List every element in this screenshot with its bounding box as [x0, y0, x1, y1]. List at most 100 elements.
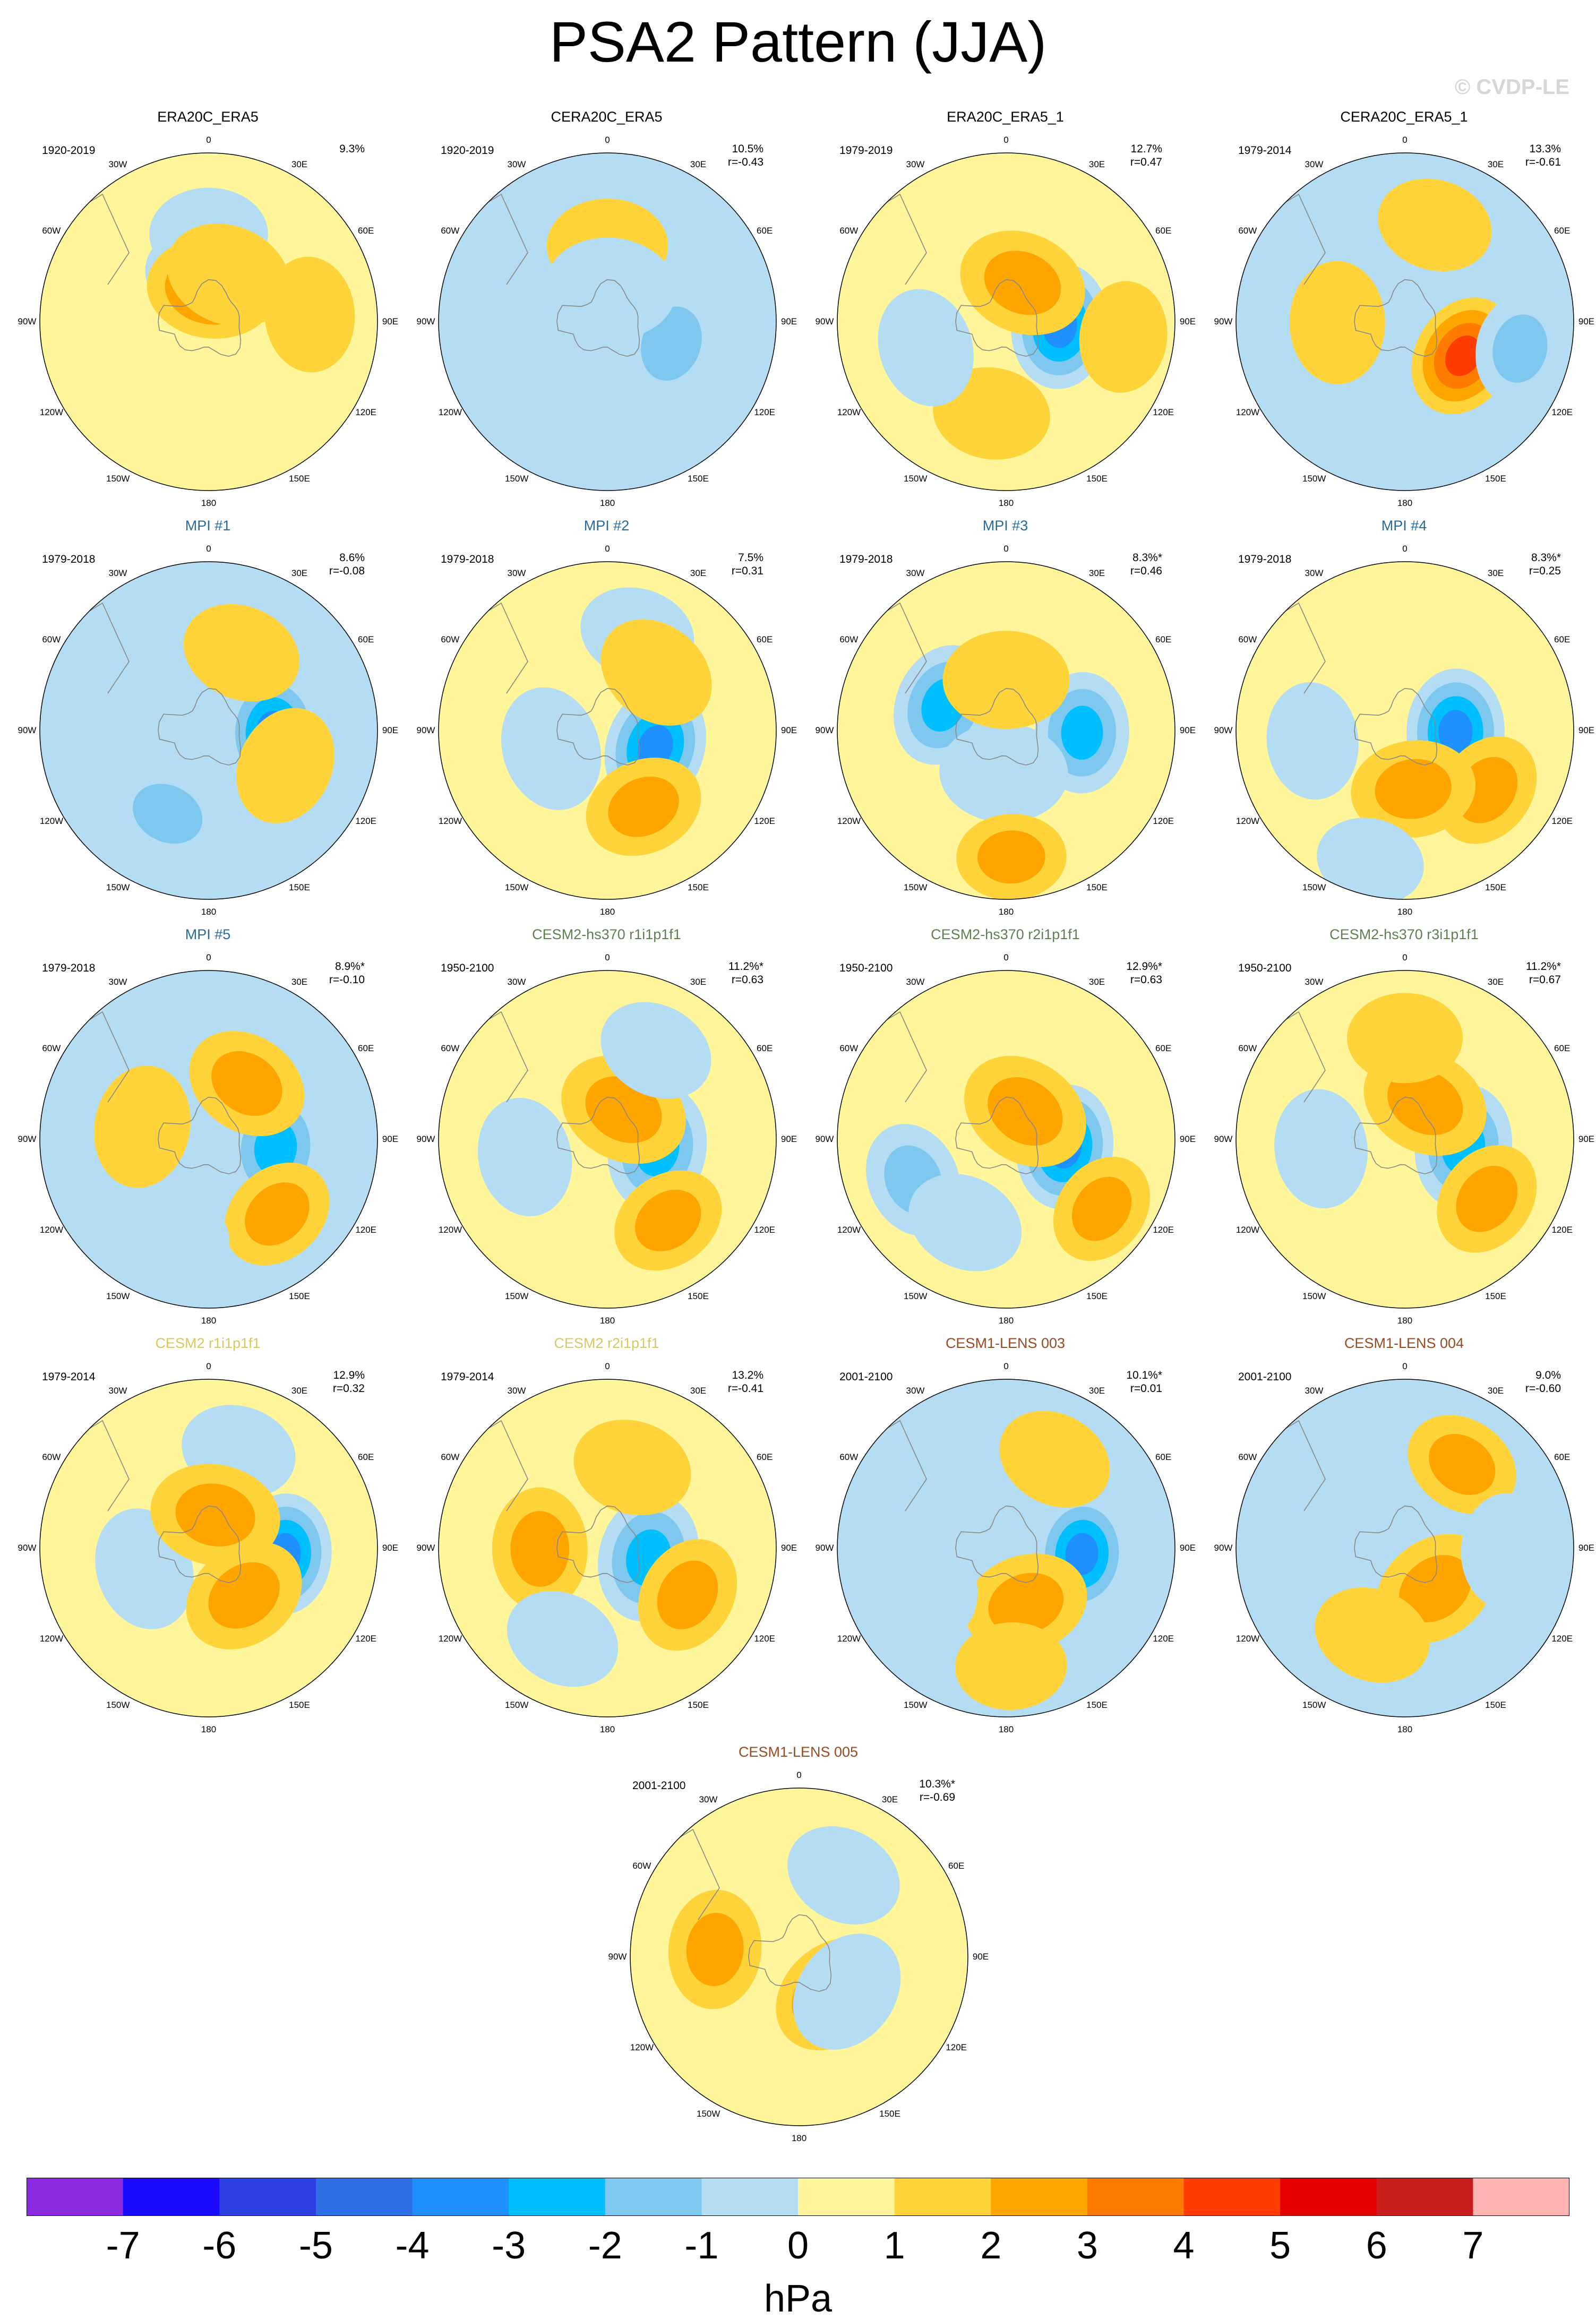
- anomaly-contour: [477, 1097, 572, 1217]
- longitude-label: 120W: [39, 816, 64, 826]
- panel-period: 1979-2014: [1238, 144, 1292, 157]
- longitude-label: 150E: [1086, 1291, 1108, 1302]
- longitude-label: 150E: [688, 1700, 709, 1711]
- longitude-label: 120W: [438, 407, 462, 417]
- map-panel: CESM1-LENS 003 2001-2100 10.1%* r=0.01 0 30E 6…: [806, 1308, 1205, 1734]
- anomaly-contour: [1317, 818, 1424, 899]
- panel-pattern-correlation: r=-0.41: [727, 1382, 763, 1395]
- anomaly-contour: [133, 784, 203, 844]
- anomaly-contour: [1399, 1555, 1472, 1622]
- polar-map: [438, 1379, 777, 1717]
- longitude-label: 90W: [815, 1543, 834, 1553]
- anomaly-contour: [686, 1913, 744, 1987]
- panel-title: CESM1-LENS 003: [945, 1335, 1066, 1351]
- polar-map: [630, 1788, 968, 2126]
- longitude-label: 180: [599, 907, 615, 917]
- anomaly-contour: [264, 256, 355, 373]
- colorbar-tick-label: 6: [1366, 2224, 1387, 2267]
- anomaly-contour: [1375, 759, 1452, 819]
- map-frame: [630, 1788, 968, 2126]
- longitude-label: 90W: [18, 725, 37, 735]
- anomaly-contour: [1347, 993, 1463, 1084]
- panel-title: CESM2 r2i1p1f1: [554, 1335, 659, 1351]
- anomaly-contour: [1315, 1587, 1430, 1683]
- map-panel: ERA20C_ERA5_1 1979-2019 12.7% r=0.47 0 30E 60E…: [806, 82, 1205, 508]
- polar-map: [1235, 152, 1574, 491]
- longitude-label: 150W: [1302, 474, 1326, 484]
- longitude-label: 60W: [1238, 634, 1257, 645]
- longitude-label: 90E: [1179, 1134, 1196, 1144]
- map-panel: CESM1-LENS 005 2001-2100 10.3%* r=-0.69 0 30E…: [599, 1717, 998, 2143]
- longitude-label: 150E: [1485, 882, 1506, 893]
- panel-title: CERA20C_ERA5_1: [1340, 109, 1468, 125]
- panel-variance-explained: 12.7%: [1130, 143, 1162, 155]
- panel-pattern-correlation: r=0.67: [1529, 974, 1561, 986]
- anomaly-contour: [573, 1420, 691, 1516]
- longitude-label: 60E: [1155, 1043, 1172, 1053]
- longitude-label: 90W: [416, 725, 435, 735]
- panel-pattern-correlation: r=-0.69: [919, 1791, 955, 1803]
- longitude-label: 0: [206, 952, 211, 963]
- antarctica-outline: [158, 1505, 242, 1583]
- panel-title: CESM1-LENS 005: [738, 1744, 859, 1760]
- longitude-label: 90W: [416, 316, 435, 326]
- longitude-label: 30W: [507, 976, 526, 987]
- longitude-label: 180: [201, 1316, 217, 1326]
- longitude-label: 120E: [1551, 1634, 1573, 1644]
- colorbar-segment: [509, 2178, 606, 2216]
- longitude-label: 180: [791, 2133, 807, 2143]
- map-frame: [438, 561, 777, 900]
- anomaly-contour: [988, 1077, 1063, 1146]
- antarctica-outline: [556, 1096, 640, 1174]
- polar-map: [1235, 1379, 1574, 1717]
- longitude-label: 30W: [108, 1385, 127, 1396]
- anomaly-contour: [608, 776, 679, 837]
- longitude-label: 30W: [906, 568, 925, 578]
- longitude-label: 150W: [904, 1291, 928, 1302]
- panel-period: 1950-2100: [839, 962, 893, 974]
- polar-map: [39, 152, 378, 491]
- longitude-label: 0: [206, 1361, 211, 1371]
- panel-title: CESM2-hs370 r3i1p1f1: [1329, 926, 1479, 942]
- longitude-label: 150W: [904, 474, 928, 484]
- map-panel: CESM2-hs370 r2i1p1f1 1950-2100 12.9%* r=0.6…: [806, 899, 1205, 1326]
- longitude-label: 120E: [1551, 407, 1573, 417]
- longitude-label: 30W: [1305, 159, 1324, 169]
- anomaly-contour: [787, 1826, 900, 1924]
- colorbar-segment: [1087, 2178, 1185, 2216]
- longitude-label: 60E: [358, 226, 374, 236]
- longitude-label: 30E: [291, 976, 308, 987]
- polar-map: [837, 152, 1175, 491]
- longitude-label: 180: [599, 1724, 615, 1734]
- panel-title: CESM2-hs370 r2i1p1f1: [931, 926, 1080, 942]
- panel-variance-explained: 8.9%*: [334, 960, 365, 973]
- map-frame: [1235, 561, 1574, 900]
- longitude-label: 180: [998, 498, 1014, 508]
- longitude-label: 30W: [906, 159, 925, 169]
- map-panel: CESM2 r2i1p1f1 1979-2014 13.2% r=-0.41 0 30E 6…: [407, 1308, 806, 1734]
- longitude-label: 120E: [754, 407, 776, 417]
- longitude-label: 0: [605, 1361, 610, 1371]
- longitude-label: 30E: [690, 568, 707, 578]
- longitude-label: 150E: [289, 1700, 310, 1711]
- colorbar-tick-label: 7: [1462, 2224, 1484, 2267]
- longitude-label: 90W: [1214, 316, 1233, 326]
- panel-variance-explained: 8.3%*: [1531, 552, 1561, 564]
- longitude-label: 90W: [815, 1134, 834, 1144]
- longitude-label: 150E: [289, 882, 310, 893]
- longitude-label: 120E: [1153, 1225, 1174, 1235]
- longitude-label: 90E: [382, 1134, 399, 1144]
- longitude-label: 30E: [1088, 568, 1105, 578]
- antarctica-outline: [955, 1096, 1039, 1174]
- colorbar-segment: [219, 2178, 316, 2216]
- map-frame: [837, 970, 1175, 1309]
- longitude-label: 150E: [289, 1291, 310, 1302]
- longitude-label: 120E: [754, 1225, 776, 1235]
- anomaly-contour: [635, 1189, 701, 1251]
- longitude-label: 30W: [108, 976, 127, 987]
- panel-title: ERA20C_ERA5_1: [947, 109, 1064, 125]
- longitude-label: 120W: [837, 407, 861, 417]
- polar-map: [438, 970, 777, 1309]
- longitude-label: 30E: [1487, 568, 1504, 578]
- longitude-label: 180: [201, 498, 217, 508]
